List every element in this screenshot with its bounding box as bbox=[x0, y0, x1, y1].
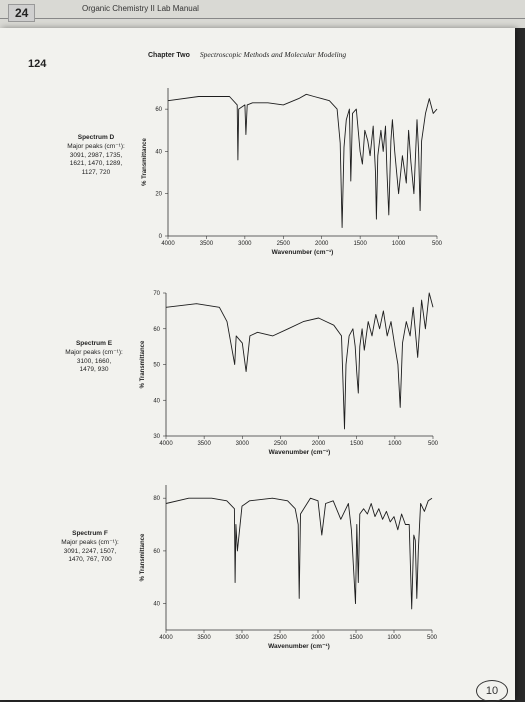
y-tick-label: 30 bbox=[153, 434, 160, 440]
running-header: Chapter Two Spectroscopic Methods and Mo… bbox=[148, 50, 346, 59]
spectrum-f-peaks-1: 3091, 2247, 1507, bbox=[63, 547, 117, 555]
x-tick-label: 2000 bbox=[311, 635, 325, 641]
spectrum-line bbox=[165, 497, 433, 610]
y-tick-label: 20 bbox=[155, 192, 162, 198]
x-tick-label: 500 bbox=[428, 441, 439, 447]
x-tick-label: 1500 bbox=[350, 441, 364, 447]
x-tick-label: 2000 bbox=[315, 241, 329, 247]
y-tick-label: 80 bbox=[153, 496, 160, 502]
x-tick-label: 3500 bbox=[200, 241, 214, 247]
spectrum-e-peaks-label: Major peaks (cm⁻¹): bbox=[65, 348, 123, 356]
spectrum-line bbox=[167, 93, 438, 228]
spectrum-e-peaks-1: 3100, 1660, bbox=[76, 357, 112, 365]
x-tick-label: 1000 bbox=[388, 441, 402, 447]
x-tick-label: 4000 bbox=[161, 241, 175, 247]
y-tick-label: 50 bbox=[153, 363, 160, 369]
y-tick-label: 70 bbox=[153, 291, 160, 297]
x-axis-label: Wavenumber (cm⁻¹) bbox=[268, 643, 330, 650]
x-tick-label: 2500 bbox=[274, 441, 288, 447]
x-tick-label: 1500 bbox=[353, 241, 367, 247]
spectrum-f-caption: Spectrum F Major peaks (cm⁻¹): 3091, 224… bbox=[44, 530, 136, 565]
spectrum-d-peaks-2: 1621, 1470, 1289, bbox=[69, 160, 123, 168]
spectrum-d-caption: Spectrum D Major peaks (cm⁻¹): 3091, 298… bbox=[50, 134, 142, 178]
chapter-label: Chapter Two bbox=[148, 52, 190, 59]
spectrum-e-caption: Spectrum E Major peaks (cm⁻¹): 3100, 166… bbox=[48, 340, 140, 375]
y-axis-label: % Transmittance bbox=[140, 340, 146, 388]
x-axis-label: Wavenumber (cm⁻¹) bbox=[269, 449, 331, 456]
x-tick-label: 2500 bbox=[273, 635, 287, 641]
y-tick-label: 60 bbox=[153, 549, 160, 555]
x-tick-label: 500 bbox=[432, 241, 443, 247]
section-title: Spectroscopic Methods and Molecular Mode… bbox=[199, 50, 347, 59]
x-axis-label: Wavenumber (cm⁻¹) bbox=[272, 249, 334, 256]
spectrum-d-peaks-1: 3091, 2987, 1735, bbox=[69, 151, 123, 159]
x-tick-label: 3000 bbox=[235, 635, 249, 641]
x-tick-label: 1000 bbox=[387, 635, 401, 641]
x-tick-label: 1500 bbox=[349, 635, 363, 641]
y-tick-label: 40 bbox=[155, 149, 162, 155]
x-tick-label: 1000 bbox=[392, 241, 406, 247]
spectrum-f-peaks-label: Major peaks (cm⁻¹): bbox=[61, 538, 119, 546]
book-page: 124 Chapter Two Spectroscopic Methods an… bbox=[0, 28, 515, 702]
back-page-title: Organic Chemistry II Lab Manual bbox=[82, 4, 199, 13]
y-tick-label: 40 bbox=[153, 398, 160, 404]
spectrum-line bbox=[165, 292, 434, 430]
y-tick-label: 0 bbox=[159, 234, 163, 240]
y-tick-label: 60 bbox=[155, 107, 162, 113]
y-axis-label: % Transmittance bbox=[142, 137, 148, 185]
back-page-number: 24 bbox=[8, 4, 36, 22]
spectrum-f-label: Spectrum F bbox=[72, 530, 108, 537]
spectrum-d-label: Spectrum D bbox=[77, 134, 115, 141]
x-tick-label: 2500 bbox=[277, 241, 291, 247]
spectrum-f-peaks-2: 1470, 767, 700 bbox=[68, 556, 112, 564]
y-tick-label: 40 bbox=[153, 602, 160, 608]
x-tick-label: 4000 bbox=[159, 635, 173, 641]
x-tick-label: 500 bbox=[427, 635, 438, 641]
x-tick-label: 3000 bbox=[238, 241, 252, 247]
x-tick-label: 3000 bbox=[236, 441, 250, 447]
x-tick-label: 3500 bbox=[197, 635, 211, 641]
spectrum-e-label: Spectrum E bbox=[75, 340, 113, 347]
y-tick-label: 60 bbox=[153, 327, 160, 333]
x-tick-label: 3500 bbox=[197, 441, 211, 447]
page-number: 124 bbox=[28, 58, 47, 70]
back-page-rule bbox=[0, 18, 525, 19]
back-page-strip: 24 Organic Chemistry II Lab Manual bbox=[0, 0, 525, 28]
x-tick-label: 2000 bbox=[312, 441, 326, 447]
spectrum-d-peaks-label: Major peaks (cm⁻¹): bbox=[67, 142, 125, 150]
spectrum-d-peaks-3: 1127, 720 bbox=[81, 169, 111, 177]
spectrum-e-peaks-2: 1479, 930 bbox=[79, 366, 109, 374]
y-axis-label: % Transmittance bbox=[140, 533, 146, 581]
x-tick-label: 4000 bbox=[159, 441, 173, 447]
